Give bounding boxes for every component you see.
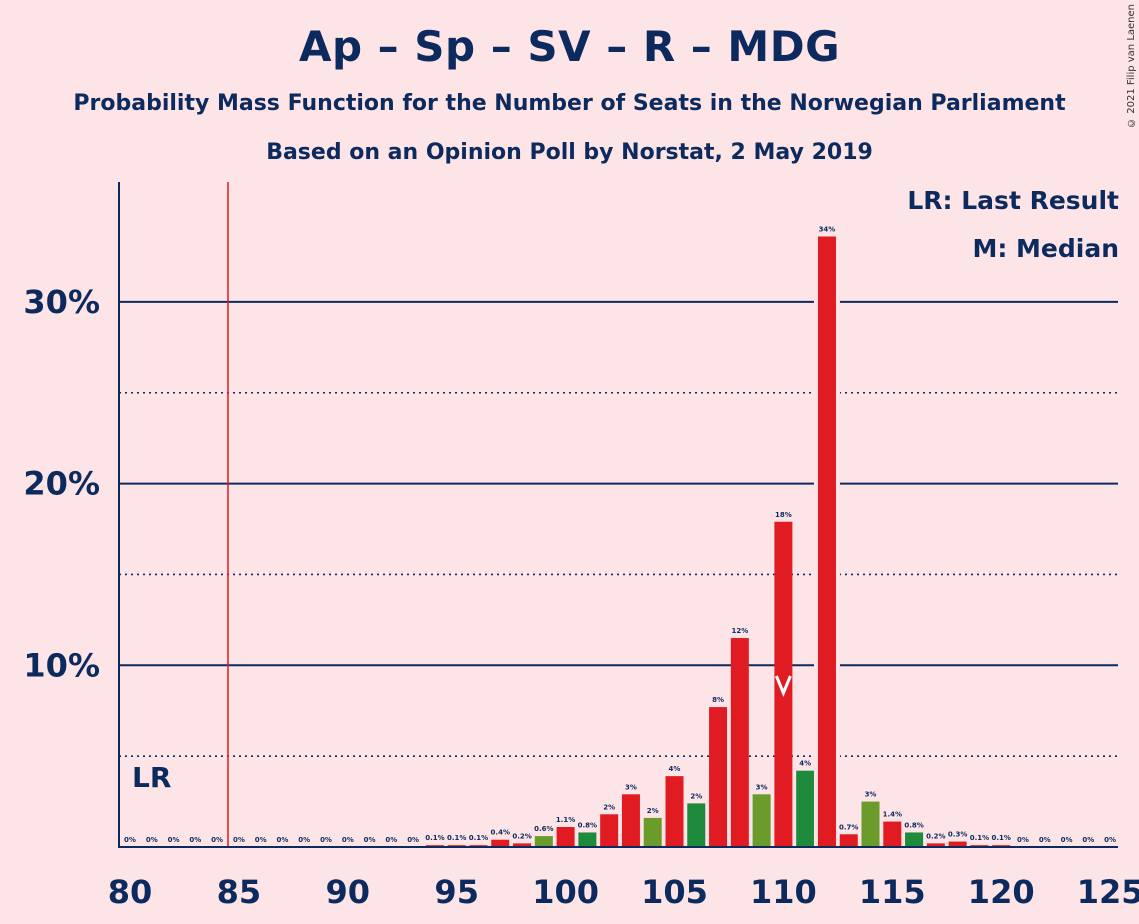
x-tick-label: 85 xyxy=(217,873,262,911)
data-label: 0% xyxy=(1061,836,1073,844)
bar-seat-115 xyxy=(883,821,902,847)
data-label: 0% xyxy=(385,836,397,844)
data-label: 0% xyxy=(1104,836,1116,844)
data-label: 0% xyxy=(211,836,223,844)
data-label: 0% xyxy=(255,836,267,844)
data-label: 2% xyxy=(603,803,615,811)
bar-seat-97 xyxy=(491,839,510,847)
x-tick-label: 95 xyxy=(434,873,479,911)
x-tick-label: 115 xyxy=(859,873,926,911)
chart-title: Ap – Sp – SV – R – MDG xyxy=(298,22,841,71)
data-label: 1.1% xyxy=(556,816,575,824)
data-label: 0% xyxy=(189,836,201,844)
data-label: 18% xyxy=(775,511,792,519)
bar-seat-103 xyxy=(621,794,640,847)
bar-seat-116 xyxy=(905,832,924,847)
legend-median: M: Median xyxy=(972,234,1119,263)
x-tick-label: 120 xyxy=(968,873,1035,911)
bar-seat-112 xyxy=(817,236,836,847)
last-result-label: LR xyxy=(132,761,171,794)
bar-seat-118 xyxy=(948,841,967,847)
data-label: 0% xyxy=(146,836,158,844)
bar-seat-102 xyxy=(600,814,619,847)
data-label: 0% xyxy=(1017,836,1029,844)
bar-seat-114 xyxy=(861,801,880,847)
data-label: 0% xyxy=(407,836,419,844)
data-label: 4% xyxy=(669,765,681,773)
bar-seat-104 xyxy=(643,817,662,847)
data-label: 8% xyxy=(712,696,724,704)
data-label: 0% xyxy=(277,836,289,844)
bar-seat-100 xyxy=(556,827,575,847)
bar-seat-111 xyxy=(796,770,815,847)
data-label: 0% xyxy=(168,836,180,844)
data-label: 0.2% xyxy=(926,832,945,840)
median-marker xyxy=(775,675,792,697)
data-label: 0.6% xyxy=(534,825,553,833)
x-tick-label: 80 xyxy=(108,873,153,911)
bar-seat-109 xyxy=(752,794,771,847)
bar-seat-110 xyxy=(774,521,793,847)
data-label: 0% xyxy=(1039,836,1051,844)
data-label: 0.1% xyxy=(970,834,989,842)
data-label: 3% xyxy=(625,783,637,791)
bar-seat-98 xyxy=(513,843,532,847)
data-label: 0.2% xyxy=(512,832,531,840)
data-label: 0.4% xyxy=(491,829,510,837)
data-label: 0% xyxy=(364,836,376,844)
data-label: 0.8% xyxy=(578,821,597,829)
y-tick-label: 20% xyxy=(23,465,100,503)
bar-seat-101 xyxy=(578,832,597,847)
data-label: 0.1% xyxy=(469,834,488,842)
x-tick-label: 105 xyxy=(641,873,708,911)
data-label: 0% xyxy=(320,836,332,844)
data-label: 34% xyxy=(819,225,836,233)
bar-seat-106 xyxy=(687,803,706,847)
data-label: 0% xyxy=(124,836,136,844)
data-label: 2% xyxy=(690,792,702,800)
bar-seat-107 xyxy=(709,707,728,847)
data-label: 1.4% xyxy=(883,811,902,819)
data-label: 4% xyxy=(799,760,811,768)
chart-subtitle: Probability Mass Function for the Number… xyxy=(73,91,1066,116)
data-label: 0.1% xyxy=(425,834,444,842)
data-label: 12% xyxy=(731,627,748,635)
data-label: 0.1% xyxy=(991,834,1010,842)
chart-source: Based on an Opinion Poll by Norstat, 2 M… xyxy=(266,140,873,165)
bar-seat-99 xyxy=(534,836,553,847)
data-label: 0.1% xyxy=(447,834,466,842)
legend-last-result: LR: Last Result xyxy=(907,186,1119,215)
data-label: 0.7% xyxy=(839,823,858,831)
bar-seat-105 xyxy=(665,776,684,847)
x-tick-label: 100 xyxy=(532,873,599,911)
data-label: 0% xyxy=(233,836,245,844)
bar-seat-108 xyxy=(730,638,749,847)
data-label: 0% xyxy=(1082,836,1094,844)
data-label: 3% xyxy=(756,783,768,791)
x-tick-label: 125 xyxy=(1077,873,1139,911)
x-tick-label: 90 xyxy=(326,873,371,911)
y-tick-label: 10% xyxy=(23,646,100,684)
data-label: 3% xyxy=(865,791,877,799)
x-tick-label: 110 xyxy=(750,873,817,911)
data-label: 2% xyxy=(647,807,659,815)
data-label: 0% xyxy=(298,836,310,844)
bar-seat-117 xyxy=(926,843,945,847)
data-label: 0.8% xyxy=(904,821,923,829)
y-tick-label: 30% xyxy=(23,283,100,321)
data-label: 0.3% xyxy=(948,831,967,839)
bar-seat-113 xyxy=(839,834,858,847)
data-label: 0% xyxy=(342,836,354,844)
